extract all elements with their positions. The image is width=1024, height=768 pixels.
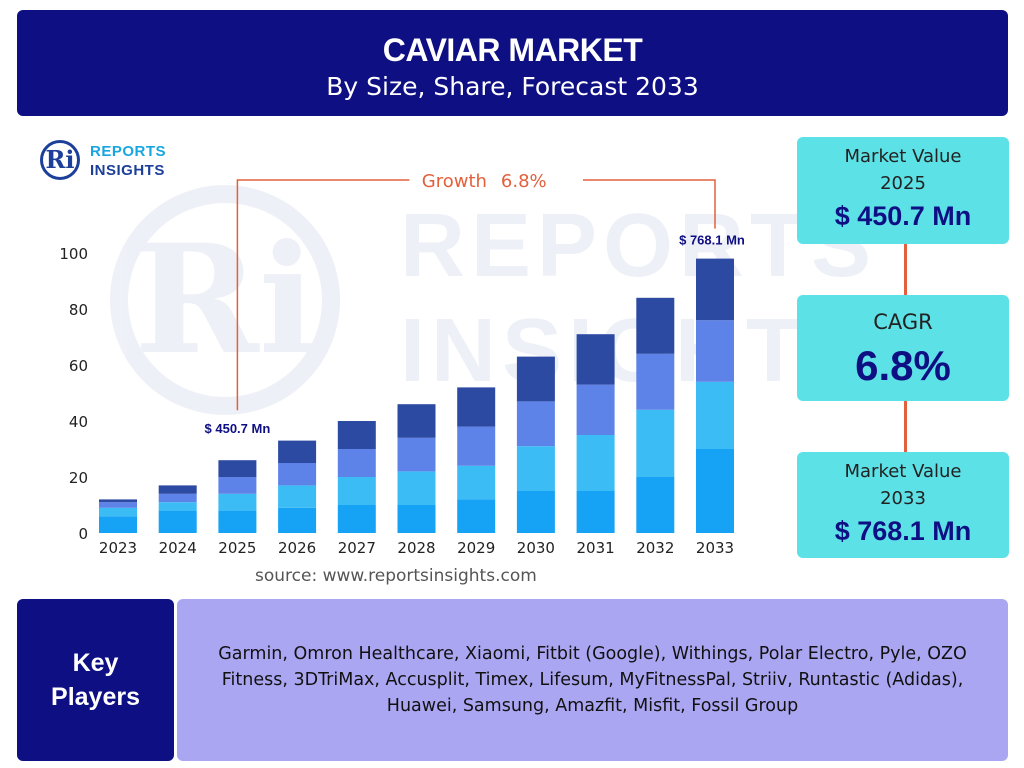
cagr-value: 6.8% xyxy=(855,342,951,389)
bar-segment xyxy=(696,381,734,449)
bar-segment xyxy=(576,384,615,435)
bar-segment xyxy=(158,493,197,503)
key-players-list: Garmin, Omron Healthcare, Xiaomi, Fitbit… xyxy=(218,644,967,716)
bar-segment xyxy=(337,477,376,505)
key-players-label-line1: Key xyxy=(72,649,119,677)
bar-segment xyxy=(158,510,197,533)
page-title: CAVIAR MARKET xyxy=(382,32,643,68)
market-value-2033-year: 2033 xyxy=(880,488,926,509)
bar-segment xyxy=(397,505,436,533)
bar-segment xyxy=(636,297,675,354)
x-tick-label: 2024 xyxy=(159,539,197,557)
y-tick-label: 0 xyxy=(78,525,88,543)
x-tick-label: 2026 xyxy=(278,539,316,557)
x-tick-label: 2030 xyxy=(517,539,555,557)
bar-segment xyxy=(457,465,496,500)
bar-segment xyxy=(278,507,317,533)
bar-segment xyxy=(397,471,436,505)
bar-segment xyxy=(696,320,734,382)
y-tick-label: 80 xyxy=(69,301,88,319)
source-note: source: www.reportsinsights.com xyxy=(255,566,537,586)
bar-segment xyxy=(218,460,257,477)
key-players-box: Garmin, Omron Healthcare, Xiaomi, Fitbit… xyxy=(177,599,1008,761)
bar-segment xyxy=(397,404,436,438)
brand-logo: Ri REPORTS INSIGHTS xyxy=(40,140,180,188)
market-value-2025-box: Market Value 2025 $ 450.7 Mn xyxy=(797,137,1009,244)
bar-segment xyxy=(337,505,376,533)
bar-segment xyxy=(516,491,555,533)
x-tick-label: 2028 xyxy=(397,539,435,557)
logo-text-line1: REPORTS xyxy=(90,143,167,160)
market-value-2033-box: Market Value 2033 $ 768.1 Mn xyxy=(797,452,1009,558)
growth-label: Growth 6.8% xyxy=(422,171,547,192)
cagr-box: CAGR 6.8% xyxy=(797,295,1009,401)
growth-line-right xyxy=(583,179,716,229)
bar-segment xyxy=(516,356,555,402)
bar-segment xyxy=(457,387,496,427)
bar-segment xyxy=(218,510,257,533)
bar-segment xyxy=(278,485,317,508)
logo-text-line2: INSIGHTS xyxy=(90,162,165,179)
bar-segment xyxy=(99,516,137,533)
bar-segment xyxy=(516,401,555,447)
bar-segment xyxy=(397,437,436,472)
bar-segment xyxy=(99,499,137,503)
end-value-label: $ 768.1 Mn xyxy=(679,233,745,248)
connector-line-1 xyxy=(904,244,907,295)
bar-segment xyxy=(696,258,734,321)
x-tick-label: 2025 xyxy=(218,539,256,557)
market-value-2025-value: $ 450.7 Mn xyxy=(834,201,972,231)
bar-segment xyxy=(457,499,496,533)
x-tick-label: 2033 xyxy=(696,539,734,557)
bar-segment xyxy=(636,477,675,533)
bar-segment xyxy=(278,463,317,486)
market-value-2025-year: 2025 xyxy=(880,173,926,194)
bar-segment xyxy=(576,491,615,533)
bar-chart: 0 20 40 60 80 100 2023 2024 2025 2026 2027 2028 2029… xyxy=(59,171,745,557)
x-tick-label: 2023 xyxy=(99,539,137,557)
bar-segment xyxy=(337,449,376,477)
x-tick-label: 2027 xyxy=(338,539,376,557)
bar-segment xyxy=(99,507,137,517)
bar-segment xyxy=(99,502,137,508)
header-banner: CAVIAR MARKET By Size, Share, Forecast 2… xyxy=(17,10,1008,116)
bar-segment xyxy=(158,502,197,511)
y-tick-label: 20 xyxy=(69,469,88,487)
bar-segment xyxy=(576,334,615,385)
bar-segment xyxy=(278,440,317,463)
key-players-label: Key Players xyxy=(17,599,174,761)
market-value-2033-value: $ 768.1 Mn xyxy=(834,516,972,546)
bar-segment xyxy=(218,477,257,494)
key-players-label-line2: Players xyxy=(51,683,140,711)
page-subtitle: By Size, Share, Forecast 2033 xyxy=(326,72,699,101)
y-tick-label: 40 xyxy=(69,413,88,431)
bar-segment xyxy=(457,426,496,466)
x-tick-label: 2031 xyxy=(577,539,615,557)
x-tick-label: 2029 xyxy=(457,539,495,557)
bar-segment xyxy=(337,421,376,449)
bar-segment xyxy=(218,493,257,511)
bar-segment xyxy=(576,435,615,491)
cagr-label: CAGR xyxy=(873,310,933,334)
x-tick-label: 2032 xyxy=(636,539,674,557)
bar-segment xyxy=(516,446,555,491)
logo-mark-icon: Ri xyxy=(40,140,80,180)
growth-line-left xyxy=(236,179,410,411)
y-tick-label: 100 xyxy=(59,245,88,263)
bar-segment xyxy=(636,353,675,410)
market-value-2025-label: Market Value xyxy=(844,146,962,167)
bar-segment xyxy=(696,449,734,533)
bar-segment xyxy=(158,485,197,494)
start-value-label: $ 450.7 Mn xyxy=(205,421,271,436)
market-value-2033-label: Market Value xyxy=(844,461,962,482)
y-tick-label: 60 xyxy=(69,357,88,375)
bar-segment xyxy=(636,409,675,477)
connector-line-2 xyxy=(904,401,907,452)
